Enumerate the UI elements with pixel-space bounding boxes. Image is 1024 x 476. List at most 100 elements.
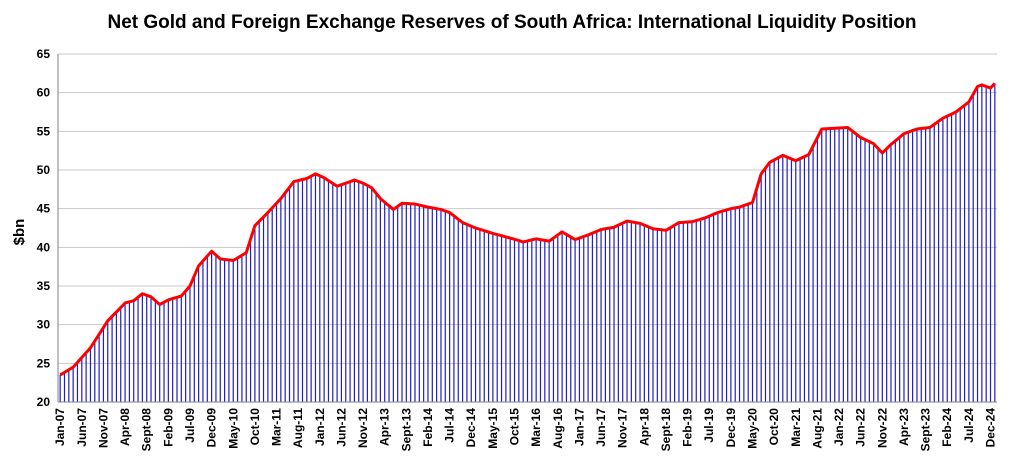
bar [721, 211, 723, 402]
bar [59, 374, 61, 402]
bar [994, 83, 996, 402]
bar [509, 238, 511, 402]
bar [699, 219, 702, 402]
bar [323, 177, 325, 402]
bar [950, 114, 953, 402]
bar [656, 229, 658, 402]
x-tick-label: Jul-09 [183, 408, 197, 443]
bar [102, 327, 105, 402]
x-tick-label: Jun-17 [594, 408, 608, 447]
x-tick-label: Jan-07 [53, 408, 67, 446]
x-tick-label: May-15 [486, 408, 500, 449]
bar [63, 372, 66, 402]
x-tick-label: Dec-14 [464, 408, 478, 448]
bar [661, 229, 663, 402]
bar [812, 146, 814, 402]
bar [648, 226, 650, 402]
bar [596, 231, 598, 402]
bar [881, 152, 883, 402]
bar [115, 311, 118, 402]
bar [345, 183, 347, 402]
bar [825, 128, 827, 402]
bar [236, 257, 239, 402]
bar [946, 116, 948, 402]
bar [968, 101, 970, 402]
bar [340, 184, 343, 402]
x-tick-label: Apr-18 [637, 408, 651, 446]
x-tick-label: Jun-22 [854, 408, 868, 447]
bar [682, 222, 684, 402]
bar [708, 216, 710, 402]
bar [479, 229, 481, 402]
x-tick-label: Jul-19 [702, 408, 716, 443]
bar [358, 181, 360, 402]
bar [172, 298, 174, 402]
y-tick-labels: 20 25 30 35 40 45 50 55 60 65 [37, 47, 51, 409]
x-tick-label: Jan-17 [572, 408, 586, 446]
x-tick-label: Apr-08 [118, 408, 132, 446]
x-tick-label: Aug-11 [291, 408, 305, 448]
bar [137, 297, 139, 402]
x-tick-label: Apr-23 [897, 408, 911, 446]
bar [899, 137, 901, 403]
bar [725, 209, 728, 402]
bar [959, 108, 961, 403]
bar [985, 86, 987, 402]
bar [907, 132, 909, 403]
bar [418, 205, 420, 402]
bar [790, 158, 793, 402]
bar [630, 221, 632, 402]
bar [366, 185, 368, 402]
x-tick-label: May-10 [226, 408, 240, 449]
bar [851, 130, 853, 403]
bar [821, 129, 823, 402]
bar [202, 261, 204, 402]
x-tick-label: Feb-09 [161, 408, 175, 447]
bar [652, 228, 654, 402]
bar [198, 265, 200, 402]
bar [185, 291, 187, 402]
bar [107, 320, 109, 402]
bar [513, 239, 516, 402]
bar [626, 221, 628, 402]
x-tick-label: Nov-17 [616, 408, 630, 448]
bar [405, 203, 407, 402]
bar [72, 367, 74, 402]
y-tick-label: 20 [37, 395, 51, 409]
bar [379, 198, 381, 402]
bar [492, 233, 494, 402]
bar [855, 134, 857, 402]
bar [782, 155, 784, 402]
bar [795, 160, 797, 402]
bar [829, 128, 831, 402]
y-tick-label: 55 [37, 124, 51, 138]
x-tick-label: Oct-10 [248, 408, 262, 446]
bar [94, 341, 96, 402]
bar [301, 179, 304, 402]
bar [120, 307, 122, 402]
bar [518, 240, 520, 402]
x-tick-label: Oct-15 [508, 408, 522, 446]
bar [760, 173, 762, 402]
bar [271, 207, 273, 402]
bar [557, 234, 559, 402]
bar [972, 94, 974, 403]
bar [773, 159, 775, 402]
bar [466, 224, 468, 402]
bar [349, 181, 351, 402]
bar [669, 227, 671, 402]
bar [587, 234, 589, 402]
x-tick-label: Aug-21 [810, 408, 824, 449]
bar [604, 228, 606, 402]
bar [886, 148, 888, 402]
y-tick-label: 50 [37, 163, 51, 177]
x-tick-label: Jun-12 [334, 408, 348, 447]
bar [505, 236, 507, 402]
bar [401, 203, 403, 402]
bar [496, 234, 498, 402]
bar [929, 127, 931, 402]
bar [687, 222, 689, 402]
bar [327, 180, 330, 402]
bar [816, 137, 819, 402]
x-tick-label: Jan-12 [313, 408, 327, 446]
